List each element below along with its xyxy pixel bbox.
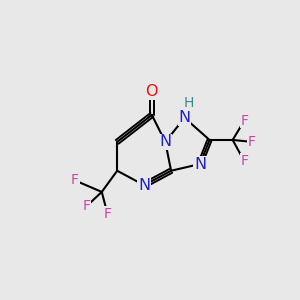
Text: F: F xyxy=(248,135,256,149)
Text: N: N xyxy=(138,178,150,193)
Text: O: O xyxy=(146,84,158,99)
Text: F: F xyxy=(240,114,248,128)
Text: N: N xyxy=(178,110,190,125)
Text: N: N xyxy=(159,134,171,149)
Text: F: F xyxy=(103,207,112,221)
Text: N: N xyxy=(194,157,206,172)
Text: H: H xyxy=(183,96,194,110)
Text: F: F xyxy=(240,154,248,168)
Text: F: F xyxy=(82,200,90,213)
Text: F: F xyxy=(71,173,79,188)
